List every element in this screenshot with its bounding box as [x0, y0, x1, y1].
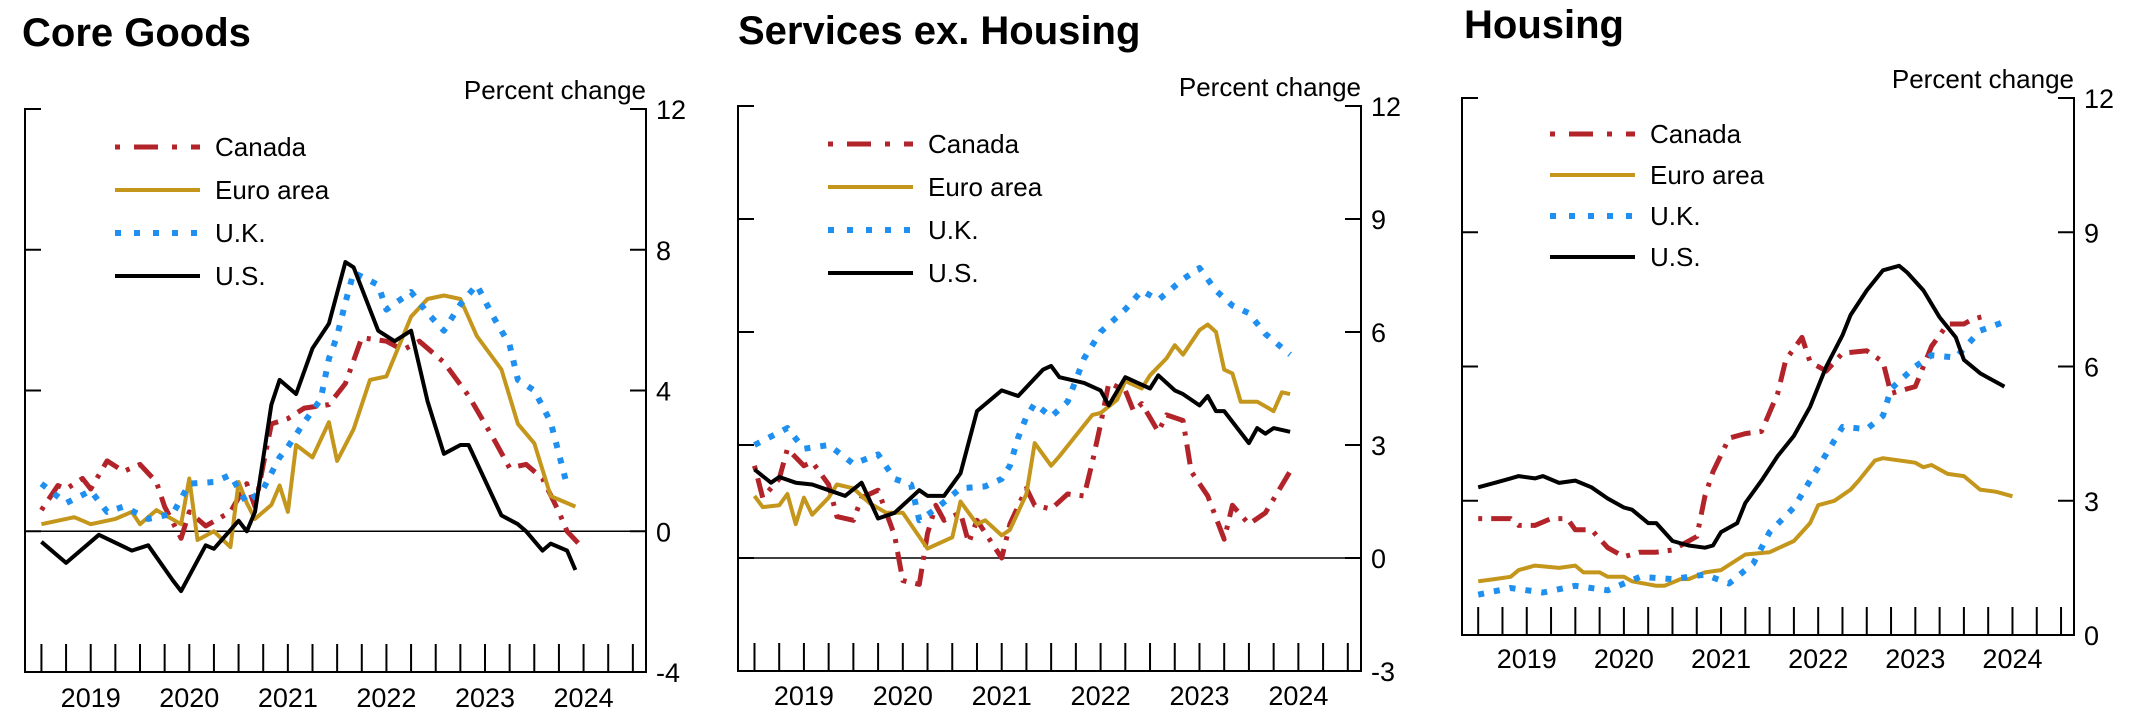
- x-tick-label: 2020: [873, 681, 933, 711]
- axis-frame: [24, 108, 647, 673]
- y-tick-label: 3: [2084, 487, 2099, 517]
- y-tick-label: 9: [1371, 205, 1386, 235]
- legend-label: U.S.: [928, 258, 979, 288]
- x-tick-label: 2021: [1691, 644, 1751, 674]
- x-tick-label: 2019: [1497, 644, 1557, 674]
- y-tick-label: 4: [656, 377, 671, 407]
- legend-label: Euro area: [1650, 160, 1765, 190]
- series-line-u-s: [1477, 263, 2006, 550]
- legend-label: Euro area: [928, 172, 1043, 202]
- y-axis-unit-label: Percent change: [1892, 64, 2074, 94]
- axis-frame: [1461, 97, 2075, 636]
- series-line-u-k: [753, 265, 1293, 524]
- series-line-u-s: [753, 363, 1291, 521]
- x-tick-label: 2023: [1885, 644, 1945, 674]
- series-line-euro-area: [1477, 456, 2014, 588]
- series-line-u-s: [40, 260, 578, 594]
- y-tick-label: 6: [2084, 353, 2099, 383]
- legend-label: Canada: [928, 129, 1020, 159]
- y-tick-label: 12: [2084, 84, 2114, 114]
- series-line-euro-area: [40, 293, 577, 550]
- x-tick-label: 2023: [1169, 681, 1229, 711]
- y-tick-label: 6: [1371, 318, 1386, 348]
- y-tick-label: 12: [656, 95, 686, 125]
- x-tick-label: 2024: [554, 683, 614, 713]
- x-tick-label: 2024: [1268, 681, 1328, 711]
- x-tick-label: 2021: [258, 683, 318, 713]
- y-tick-label: 9: [2084, 218, 2099, 248]
- legend-label: U.S.: [215, 261, 266, 291]
- panel-2: Housing Percent change 0 3 6 9 12 2019 2020 2021 2…: [1461, 3, 2114, 674]
- chart-title: Services ex. Housing: [738, 9, 1140, 53]
- y-axis-unit-label: Percent change: [464, 75, 646, 105]
- axis-frame: [737, 105, 1362, 672]
- y-tick-label: 12: [1371, 92, 1401, 122]
- chart-title: Core Goods: [22, 11, 251, 55]
- y-tick-label: 0: [2084, 621, 2099, 651]
- legend-label: Canada: [1650, 119, 1742, 149]
- series-line-euro-area: [752, 322, 1291, 551]
- panel-1: Services ex. Housing Percent change -3 0 3 6 9…: [737, 9, 1401, 711]
- x-tick-label: 2019: [774, 681, 834, 711]
- series-line-u-k: [1477, 318, 2006, 598]
- x-tick-label: 2021: [972, 681, 1032, 711]
- series-line-canada: [39, 335, 586, 551]
- series-line-canada: [1478, 312, 1989, 560]
- y-tick-label: 0: [656, 517, 671, 547]
- x-tick-label: 2020: [159, 683, 219, 713]
- legend-label: U.K.: [1650, 201, 1701, 231]
- y-tick-label: 8: [656, 236, 671, 266]
- chart-title: Housing: [1464, 3, 1624, 47]
- x-tick-label: 2019: [61, 683, 121, 713]
- x-tick-label: 2024: [1982, 644, 2042, 674]
- x-tick-label: 2020: [1594, 644, 1654, 674]
- panel-0: Core Goods Percent change -4 0 4 8 12 2019 2020 2…: [22, 11, 686, 713]
- legend-label: U.K.: [928, 215, 979, 245]
- x-tick-label: 2022: [1071, 681, 1131, 711]
- legend-label: U.S.: [1650, 242, 1701, 272]
- series-line-canada: [752, 380, 1293, 587]
- y-tick-label: -4: [656, 658, 680, 688]
- y-tick-label: -3: [1371, 657, 1395, 687]
- legend-label: U.K.: [215, 218, 266, 248]
- y-axis-unit-label: Percent change: [1179, 72, 1361, 102]
- x-tick-label: 2023: [455, 683, 515, 713]
- legend-label: Canada: [215, 132, 307, 162]
- x-tick-label: 2022: [1788, 644, 1848, 674]
- series-line-u-k: [39, 269, 571, 522]
- x-tick-label: 2022: [356, 683, 416, 713]
- y-tick-label: 3: [1371, 431, 1386, 461]
- y-tick-label: 0: [1371, 544, 1386, 574]
- legend-label: Euro area: [215, 175, 330, 205]
